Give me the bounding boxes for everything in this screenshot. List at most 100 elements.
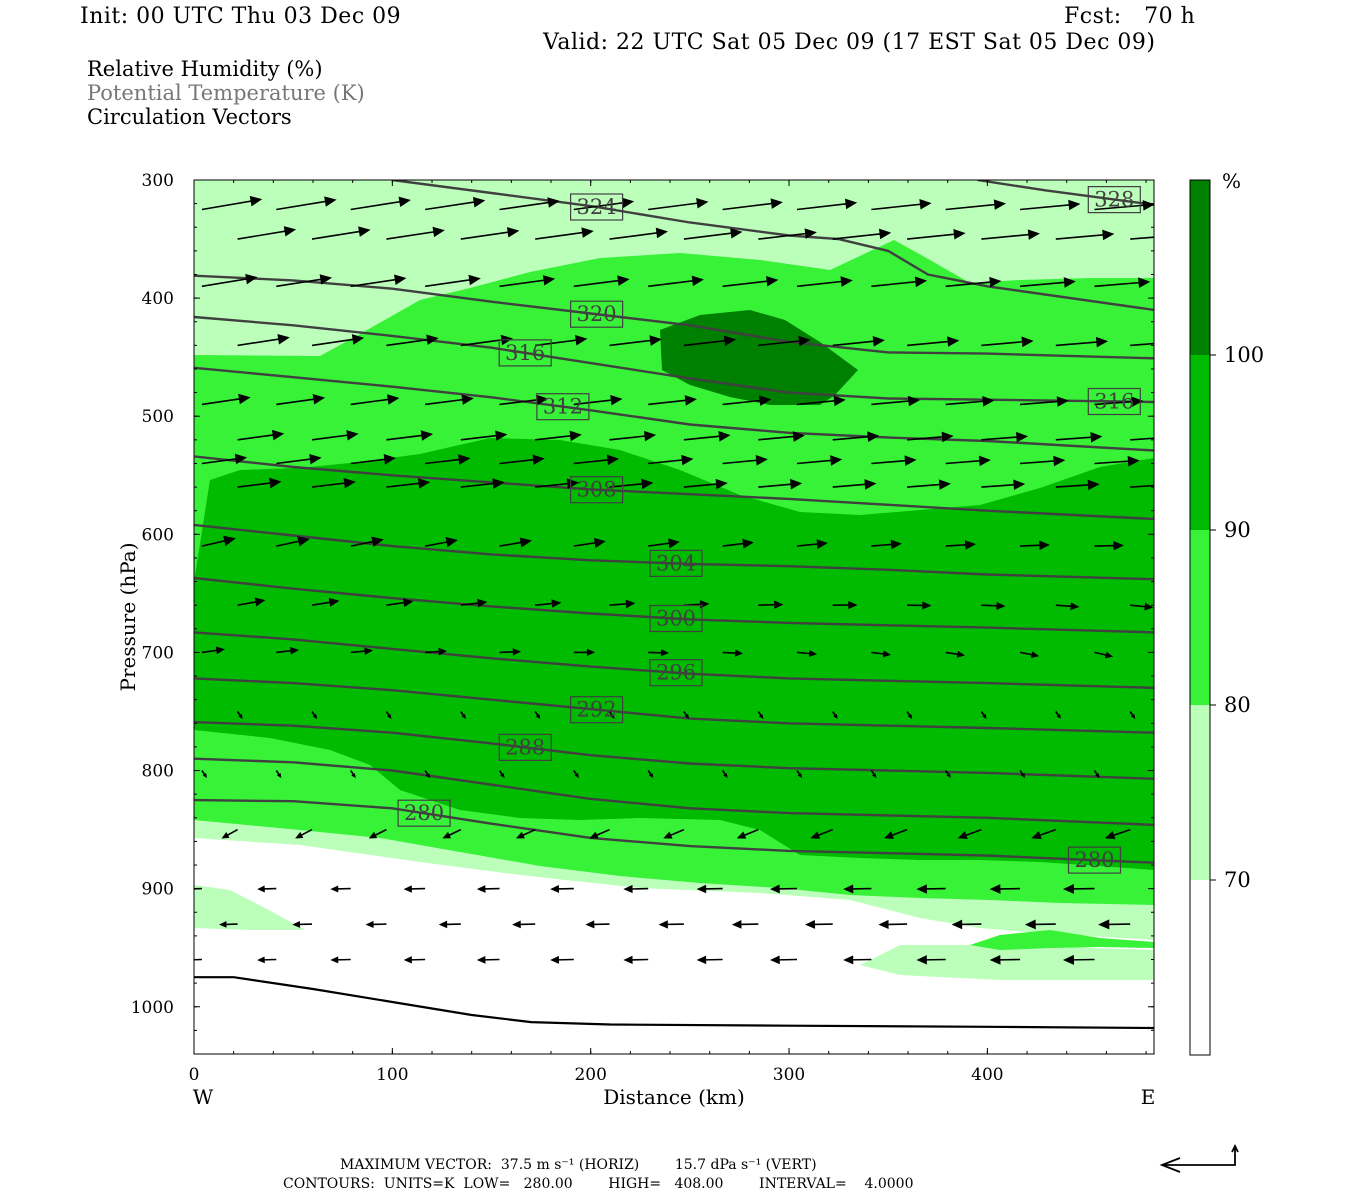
rh-70-80-patch-east (860, 945, 1154, 980)
vector-head (660, 649, 670, 657)
vector-head (922, 601, 932, 610)
vector-head (403, 956, 412, 964)
legend-relative-humidity: Relative Humidity (%) (87, 57, 323, 81)
colorbar-frame (1189, 179, 1211, 1056)
colorbar-band-below (1190, 880, 1210, 1055)
vector-head (297, 536, 310, 547)
vector-shaft (722, 201, 781, 211)
rh-80-90-patch-east (970, 930, 1154, 950)
colorbar-band-80 (1190, 530, 1210, 705)
vector-head (1087, 479, 1100, 491)
vector-head (816, 539, 828, 550)
vector-head (916, 955, 927, 965)
vector-head (346, 430, 359, 441)
vector-head (586, 648, 596, 657)
vector-head (696, 884, 707, 894)
legend-potential-temperature: Potential Temperature (K) (87, 81, 365, 105)
colorbar-unit: % (1222, 169, 1241, 193)
theta-contour-288 (194, 720, 1154, 780)
vector-head (269, 477, 282, 489)
x-axis-east-label: E (1141, 1085, 1156, 1109)
vector-head (589, 831, 599, 839)
vector-head (330, 956, 339, 964)
vector-head (1031, 831, 1042, 840)
vector-head (982, 396, 995, 407)
vector-head (1127, 455, 1140, 467)
vector-head (957, 831, 968, 839)
vector-head (417, 478, 431, 489)
vector-head (947, 336, 960, 347)
vector-head (368, 831, 378, 839)
vector-head (848, 600, 858, 610)
vector-head (1098, 919, 1110, 930)
reference-vector (1159, 1143, 1239, 1173)
vector-head (223, 535, 236, 547)
forecast-hour: Fcst: 70 h (1064, 4, 1196, 29)
vector-head (1063, 277, 1076, 288)
vector-head (1056, 396, 1069, 407)
colorbar-label-90: 90 (1224, 518, 1251, 542)
vector-head (691, 275, 704, 287)
theta-label-box (1067, 846, 1122, 874)
theta-label: 280 (1074, 848, 1114, 872)
vector-head (1102, 229, 1115, 241)
vector-head (938, 479, 951, 490)
vector-head (956, 650, 966, 658)
y-tick-label: 700 (142, 643, 174, 663)
vector-head (398, 196, 411, 208)
vector-head (755, 455, 768, 466)
vector-head (989, 276, 1002, 288)
vector-head (358, 226, 371, 237)
vector-head (569, 430, 582, 442)
vector-head (547, 197, 560, 208)
vector-head (871, 773, 877, 779)
vector-head (1144, 602, 1154, 611)
vector-head (805, 919, 816, 929)
colorbar-band-70 (1190, 705, 1210, 880)
vector-head (723, 773, 728, 779)
vector-head (878, 919, 889, 930)
vector-head (476, 885, 486, 893)
vector-head (550, 885, 560, 893)
vector-head (309, 453, 322, 465)
theta-label: 328 (1094, 188, 1134, 212)
vector-head (904, 455, 917, 466)
vector-shaft (350, 199, 410, 211)
theta-label: 320 (577, 302, 617, 326)
theta-label: 296 (656, 661, 696, 685)
humidity-field (194, 180, 1154, 1054)
vector-head (953, 229, 966, 240)
colorbar-band-90 (1190, 355, 1210, 530)
vector-head (403, 598, 414, 608)
surface-pressure-line (194, 976, 1154, 1030)
theta-contour-296 (194, 631, 1154, 690)
vector-head (1163, 481, 1172, 489)
vector-head (515, 831, 525, 839)
vector-head (641, 478, 654, 490)
vector-shaft (194, 958, 202, 961)
vector-head (1104, 651, 1114, 659)
x-tick-label: 200 (574, 1065, 606, 1085)
vector-head (551, 599, 562, 608)
theta-label-box (569, 476, 624, 504)
theta-label-box (569, 300, 624, 328)
vector-head (649, 335, 662, 346)
vector-head (387, 713, 392, 720)
vector-head (432, 226, 445, 238)
vector-head (1104, 830, 1116, 840)
vector-head (283, 226, 297, 237)
y-tick-label: 900 (142, 880, 174, 900)
theta-contour-300 (194, 576, 1154, 634)
vector-head (696, 197, 709, 209)
vector-head (770, 198, 783, 209)
vector-head (472, 197, 486, 208)
theta-label-box (1087, 387, 1141, 416)
vector-head (461, 394, 474, 405)
rh-90-100-region (194, 438, 1154, 870)
vector-head (1016, 431, 1029, 443)
vector-head (330, 885, 339, 893)
theta-contour-328 (977, 180, 1154, 206)
x-axis-west-label: W (193, 1085, 214, 1109)
vector-head (506, 227, 520, 238)
vector-head (989, 955, 1001, 965)
